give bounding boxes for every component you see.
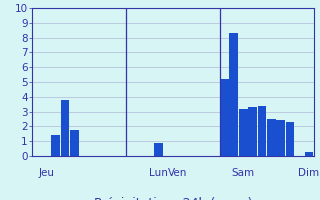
- Bar: [60, 100, 69, 156]
- Bar: [276, 120, 285, 156]
- Bar: [239, 109, 247, 156]
- Text: Jeu: Jeu: [38, 168, 54, 178]
- Text: Lun: Lun: [149, 168, 168, 178]
- Bar: [267, 119, 276, 156]
- Text: Sam: Sam: [232, 168, 255, 178]
- Bar: [220, 79, 229, 156]
- Text: Dim: Dim: [298, 168, 319, 178]
- Bar: [258, 106, 266, 156]
- Bar: [51, 135, 60, 156]
- Text: Ven: Ven: [168, 168, 187, 178]
- Bar: [248, 107, 257, 156]
- Text: Précipitations 24h ( mm ): Précipitations 24h ( mm ): [94, 197, 252, 200]
- Bar: [70, 130, 78, 156]
- Bar: [305, 152, 313, 156]
- Bar: [155, 143, 163, 156]
- Bar: [229, 33, 238, 156]
- Bar: [286, 122, 294, 156]
